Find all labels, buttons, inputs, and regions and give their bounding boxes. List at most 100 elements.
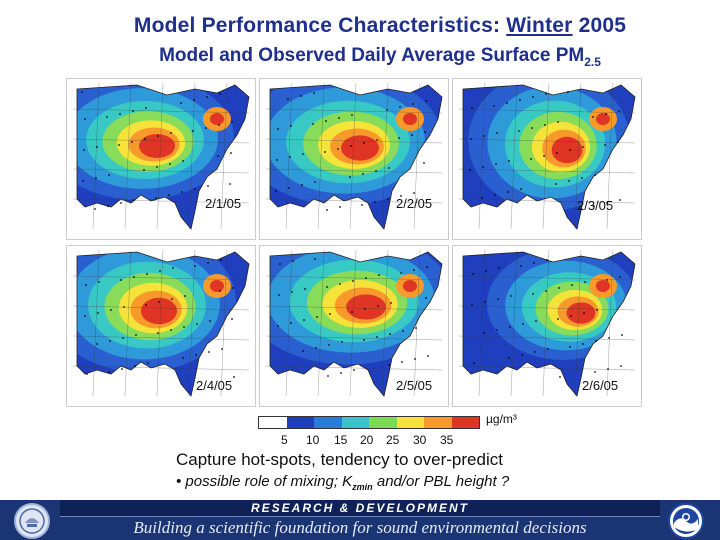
- observation-site: [108, 371, 110, 373]
- observation-site: [593, 205, 595, 207]
- observation-site: [531, 127, 533, 129]
- footer-rule: [60, 516, 660, 517]
- observation-site: [289, 156, 291, 158]
- observation-site: [158, 301, 160, 303]
- state-boundary: [220, 82, 228, 230]
- observation-site: [592, 116, 594, 118]
- legend-color-swatch: [259, 417, 287, 428]
- observation-site: [555, 183, 557, 185]
- map-panel-2: [259, 78, 449, 240]
- observation-site: [472, 273, 474, 275]
- observation-site: [314, 258, 316, 260]
- observation-site: [496, 132, 498, 134]
- coastline: [462, 84, 636, 230]
- observation-site: [329, 313, 331, 315]
- observation-site: [498, 267, 500, 269]
- observation-site: [507, 191, 509, 193]
- map-date-label: 2/4/05: [196, 378, 233, 393]
- state-boundary: [458, 138, 636, 144]
- state-boundary: [381, 249, 389, 397]
- observation-site: [473, 362, 475, 364]
- state-boundary: [458, 365, 636, 371]
- state-boundary: [188, 82, 196, 230]
- concentration-contour: [140, 297, 178, 325]
- observation-site: [471, 107, 473, 109]
- coastline: [76, 251, 250, 397]
- state-boundary: [72, 168, 250, 174]
- observation-site: [605, 113, 607, 115]
- observation-site: [168, 194, 170, 196]
- observation-site: [182, 357, 184, 359]
- observation-site: [81, 91, 83, 93]
- observation-site: [315, 347, 317, 349]
- legend-color-swatch: [369, 417, 397, 428]
- observation-site: [131, 141, 133, 143]
- state-boundary: [542, 249, 550, 397]
- observation-site: [145, 304, 147, 306]
- observation-site: [134, 365, 136, 367]
- coastline: [462, 251, 636, 397]
- observation-site: [604, 144, 606, 146]
- concentration-contour: [138, 134, 176, 158]
- observation-site: [277, 325, 279, 327]
- map-svg: [260, 246, 448, 406]
- observation-site: [195, 354, 197, 356]
- observation-site: [558, 287, 560, 289]
- observation-site: [82, 180, 84, 182]
- observation-site: [571, 284, 573, 286]
- observation-site: [400, 272, 402, 274]
- state-boundary: [265, 198, 443, 204]
- observation-site: [494, 194, 496, 196]
- observation-site: [85, 284, 87, 286]
- concentration-hotspot: [596, 113, 610, 125]
- observation-site: [532, 96, 534, 98]
- observation-site: [290, 125, 292, 127]
- observation-site: [341, 341, 343, 343]
- observation-site: [596, 309, 598, 311]
- observation-site: [387, 198, 389, 200]
- color-legend-bar: [258, 416, 480, 429]
- state-boundary: [349, 249, 357, 397]
- observation-site: [83, 149, 85, 151]
- observation-site: [520, 265, 522, 267]
- observation-site: [278, 294, 280, 296]
- observation-site: [497, 298, 499, 300]
- legend-tick: 5: [281, 433, 288, 447]
- observation-site: [469, 169, 471, 171]
- observation-site: [618, 110, 620, 112]
- observation-site: [580, 208, 582, 210]
- state-boundary: [458, 305, 636, 311]
- observation-site: [594, 371, 596, 373]
- state-boundary: [285, 249, 293, 397]
- observation-site: [183, 326, 185, 328]
- coastline: [76, 84, 250, 230]
- observation-site: [220, 259, 222, 261]
- state-boundary: [265, 365, 443, 371]
- state-boundary: [72, 305, 250, 311]
- observation-site: [483, 332, 485, 334]
- observation-site: [209, 320, 211, 322]
- observation-site: [96, 343, 98, 345]
- observation-site: [108, 174, 110, 176]
- observation-site: [109, 340, 111, 342]
- observation-site: [399, 106, 401, 108]
- state-boundary: [349, 82, 357, 230]
- map-panel-1: [66, 78, 256, 240]
- observation-site: [98, 281, 100, 283]
- observation-site: [324, 151, 326, 153]
- observation-site: [546, 259, 548, 261]
- observation-site: [205, 127, 207, 129]
- observation-site: [520, 188, 522, 190]
- observation-site: [556, 152, 558, 154]
- observation-site: [595, 340, 597, 342]
- state-boundary: [72, 335, 250, 341]
- observation-site: [530, 158, 532, 160]
- map-svg: [67, 246, 255, 406]
- observation-site: [506, 102, 508, 104]
- state-boundary: [542, 82, 550, 230]
- observation-site: [533, 262, 535, 264]
- legend-tick: 35: [440, 433, 454, 447]
- observation-site: [229, 183, 231, 185]
- observation-site: [535, 320, 537, 322]
- observation-site: [122, 337, 124, 339]
